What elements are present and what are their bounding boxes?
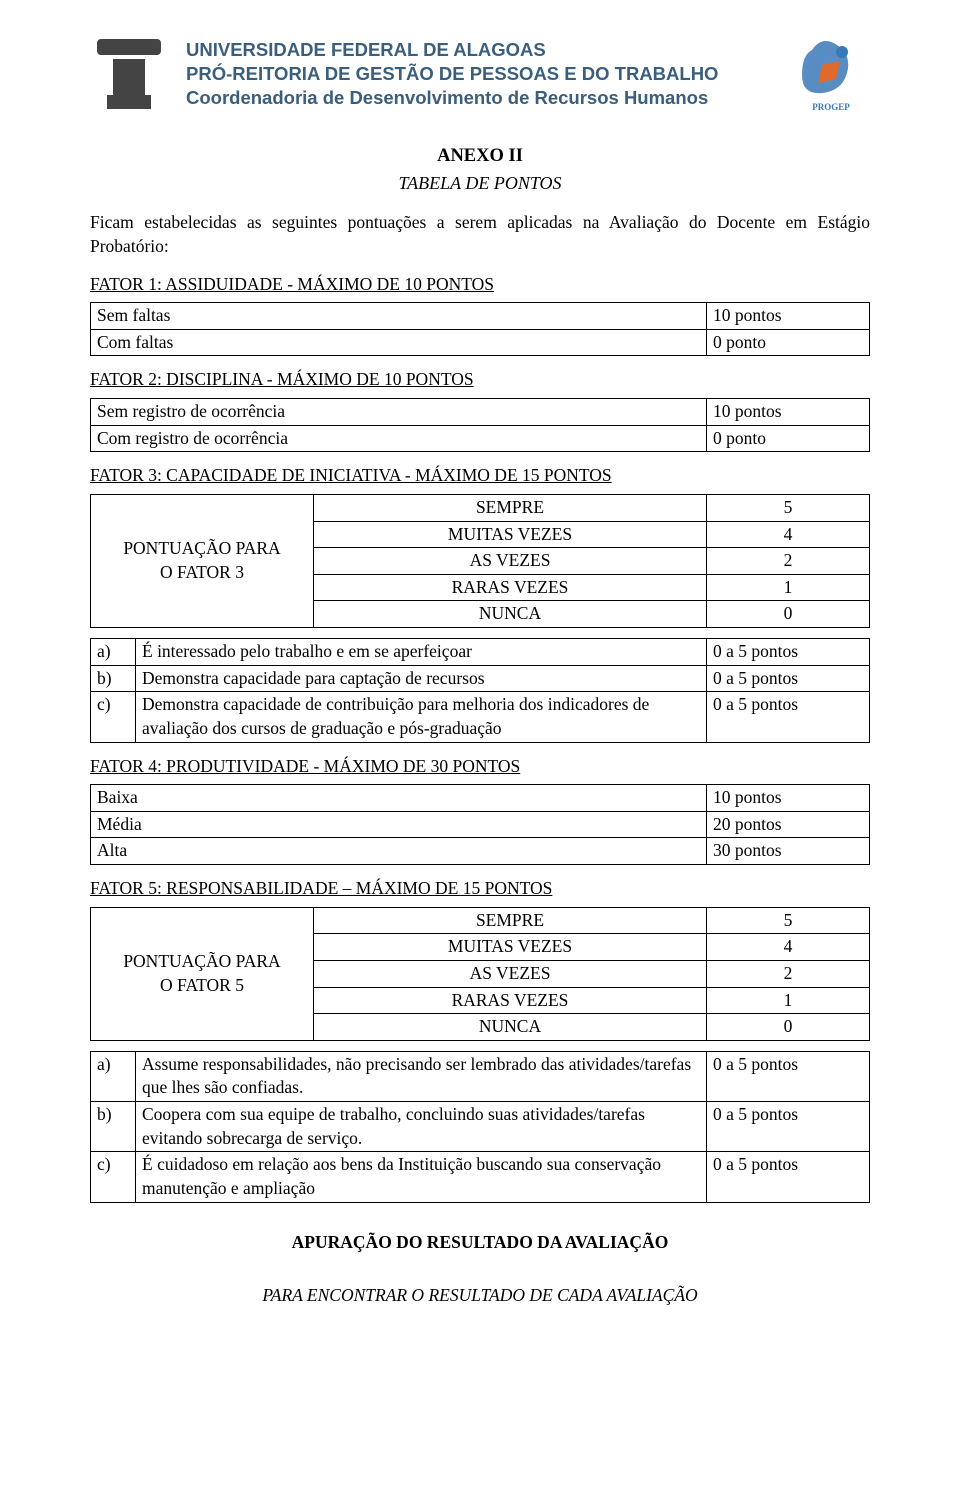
scale-val: 0	[707, 601, 870, 628]
table-row: Com faltas 0 ponto	[91, 329, 870, 356]
scale-val: 5	[707, 907, 870, 934]
scale-val: 4	[707, 521, 870, 548]
table-row: Com registro de ocorrência 0 ponto	[91, 425, 870, 452]
item-letter: a)	[91, 1051, 136, 1101]
item-letter: c)	[91, 692, 136, 742]
points-cell: 20 pontos	[707, 811, 870, 838]
points-cell: 0 a 5 pontos	[707, 692, 870, 742]
table-row: a) É interessado pelo trabalho e em se a…	[91, 639, 870, 666]
progep-logo-icon: PROGEP	[792, 30, 870, 118]
scale-key: SEMPRE	[314, 494, 707, 521]
item-letter: b)	[91, 665, 136, 692]
header-line-2: PRÓ-REITORIA DE GESTÃO DE PESSOAS E DO T…	[186, 62, 774, 86]
points-cell: 0 ponto	[707, 329, 870, 356]
table-row: Baixa10 pontos	[91, 785, 870, 812]
scale-key: NUNCA	[314, 601, 707, 628]
fator2-table: Sem registro de ocorrência 10 pontos Com…	[90, 398, 870, 452]
scale-key: MUITAS VEZES	[314, 934, 707, 961]
fator5-title: FATOR 5: RESPONSABILIDADE – MÁXIMO DE 15…	[90, 877, 870, 901]
header-line-3: Coordenadoria de Desenvolvimento de Recu…	[186, 86, 774, 110]
scale-label: PONTUAÇÃO PARA O FATOR 3	[91, 494, 314, 627]
scale-val: 0	[707, 1014, 870, 1041]
points-cell: 0 ponto	[707, 425, 870, 452]
points-cell: 0 a 5 pontos	[707, 1051, 870, 1101]
header-line-1: UNIVERSIDADE FEDERAL DE ALAGOAS	[186, 38, 774, 62]
item-letter: c)	[91, 1152, 136, 1202]
scale-val: 5	[707, 494, 870, 521]
item-text: Demonstra capacidade para captação de re…	[136, 665, 707, 692]
fator4-table: Baixa10 pontos Média20 pontos Alta30 pon…	[90, 784, 870, 865]
label-cell: Sem registro de ocorrência	[91, 399, 707, 426]
scale-val: 1	[707, 987, 870, 1014]
table-row: Média20 pontos	[91, 811, 870, 838]
svg-text:PROGEP: PROGEP	[812, 102, 850, 112]
fator4-title: FATOR 4: PRODUTIVIDADE - MÁXIMO DE 30 PO…	[90, 755, 870, 779]
item-text: Assume responsabilidades, não precisando…	[136, 1051, 707, 1101]
table-row: c) Demonstra capacidade de contribuição …	[91, 692, 870, 742]
fator1-table: Sem faltas 10 pontos Com faltas 0 ponto	[90, 302, 870, 356]
item-text: É cuidadoso em relação aos bens da Insti…	[136, 1152, 707, 1202]
scale-key: SEMPRE	[314, 907, 707, 934]
anexo-title: ANEXO II	[90, 144, 870, 169]
subtitle: TABELA DE PONTOS	[90, 171, 870, 195]
points-cell: 30 pontos	[707, 838, 870, 865]
scale-key: MUITAS VEZES	[314, 521, 707, 548]
scale-val: 1	[707, 574, 870, 601]
points-cell: 10 pontos	[707, 303, 870, 330]
label-cell: Com faltas	[91, 329, 707, 356]
scale-key: AS VEZES	[314, 548, 707, 575]
fator5-items-table: a) Assume responsabilidades, não precisa…	[90, 1051, 870, 1203]
fator3-title: FATOR 3: CAPACIDADE DE INICIATIVA - MÁXI…	[90, 464, 870, 488]
item-letter: b)	[91, 1102, 136, 1152]
label-cell: Sem faltas	[91, 303, 707, 330]
scale-key: RARAS VEZES	[314, 987, 707, 1014]
item-text: Coopera com sua equipe de trabalho, conc…	[136, 1102, 707, 1152]
ufal-logo-icon	[90, 30, 168, 118]
apuracao-title: APURAÇÃO DO RESULTADO DA AVALIAÇÃO	[90, 1231, 870, 1255]
points-cell: 10 pontos	[707, 399, 870, 426]
fator3-scale-table: PONTUAÇÃO PARA O FATOR 3 SEMPRE 5 MUITAS…	[90, 494, 870, 628]
points-cell: 0 a 5 pontos	[707, 665, 870, 692]
table-row: b) Demonstra capacidade para captação de…	[91, 665, 870, 692]
para-encontrar: PARA ENCONTRAR O RESULTADO DE CADA AVALI…	[90, 1284, 870, 1308]
scale-key: NUNCA	[314, 1014, 707, 1041]
scale-val: 2	[707, 548, 870, 575]
item-text: Demonstra capacidade de contribuição par…	[136, 692, 707, 742]
label-cell: Média	[91, 811, 707, 838]
header: UNIVERSIDADE FEDERAL DE ALAGOAS PRÓ-REIT…	[90, 30, 870, 118]
label-cell: Com registro de ocorrência	[91, 425, 707, 452]
table-row: Sem registro de ocorrência 10 pontos	[91, 399, 870, 426]
table-row: Sem faltas 10 pontos	[91, 303, 870, 330]
table-row: Alta30 pontos	[91, 838, 870, 865]
label-cell: Alta	[91, 838, 707, 865]
scale-label: PONTUAÇÃO PARA O FATOR 5	[91, 907, 314, 1040]
intro-paragraph: Ficam estabelecidas as seguintes pontuaç…	[90, 211, 870, 258]
fator3-items-table: a) É interessado pelo trabalho e em se a…	[90, 638, 870, 743]
header-text: UNIVERSIDADE FEDERAL DE ALAGOAS PRÓ-REIT…	[186, 38, 774, 110]
points-cell: 0 a 5 pontos	[707, 1152, 870, 1202]
table-row: a) Assume responsabilidades, não precisa…	[91, 1051, 870, 1101]
fator1-title: FATOR 1: ASSIDUIDADE - MÁXIMO DE 10 PONT…	[90, 273, 870, 297]
points-cell: 0 a 5 pontos	[707, 1102, 870, 1152]
table-row: c) É cuidadoso em relação aos bens da In…	[91, 1152, 870, 1202]
label-cell: Baixa	[91, 785, 707, 812]
item-letter: a)	[91, 639, 136, 666]
fator2-title: FATOR 2: DISCIPLINA - MÁXIMO DE 10 PONTO…	[90, 368, 870, 392]
points-cell: 10 pontos	[707, 785, 870, 812]
fator5-scale-table: PONTUAÇÃO PARA O FATOR 5 SEMPRE 5 MUITAS…	[90, 907, 870, 1041]
scale-key: AS VEZES	[314, 960, 707, 987]
table-row: b) Coopera com sua equipe de trabalho, c…	[91, 1102, 870, 1152]
points-cell: 0 a 5 pontos	[707, 639, 870, 666]
scale-val: 2	[707, 960, 870, 987]
scale-key: RARAS VEZES	[314, 574, 707, 601]
item-text: É interessado pelo trabalho e em se aper…	[136, 639, 707, 666]
scale-val: 4	[707, 934, 870, 961]
